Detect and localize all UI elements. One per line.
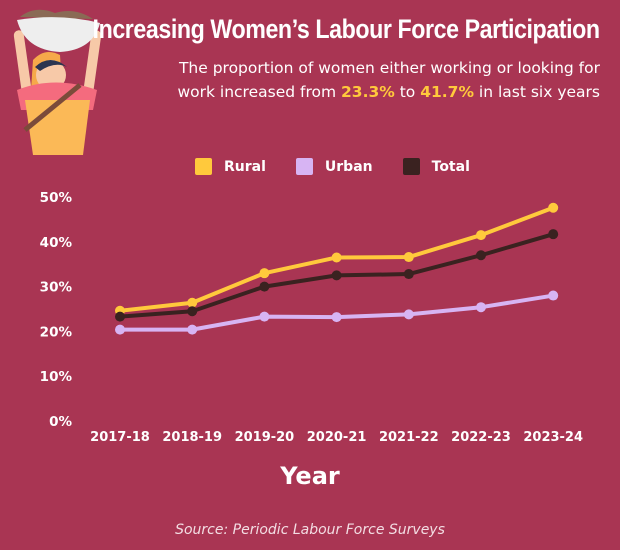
subtitle-text: in last six years: [473, 83, 600, 101]
data-point-total: [331, 270, 342, 281]
data-point-total: [187, 306, 198, 317]
legend-label: Total: [431, 158, 470, 175]
x-tick-label: 2021-22: [379, 430, 439, 445]
legend-item-urban: Urban: [295, 158, 373, 175]
legend-swatch-rural: [195, 158, 212, 175]
y-tick-label: 30%: [40, 280, 73, 296]
data-point-rural: [331, 252, 342, 263]
data-point-total: [115, 311, 125, 322]
data-point-total: [403, 269, 414, 280]
data-point-total: [476, 250, 486, 261]
line-chart: 0% 10% 20% 30% 40% 50% 2017-18 2018-19 2019-20 20…: [40, 190, 583, 445]
legend-item-total: Total: [402, 158, 470, 175]
subtitle-text: to: [394, 83, 421, 101]
data-point-total: [548, 229, 559, 240]
legend-label: Rural: [224, 158, 266, 175]
x-tick-label: 2018-19: [162, 430, 222, 445]
x-tick-label: 2017-18: [90, 430, 150, 445]
y-tick-label: 40%: [40, 235, 73, 251]
subtitle-from-value: 23.3%: [341, 83, 395, 101]
y-tick-label: 20%: [40, 324, 73, 340]
chart-subtitle: The proportion of women either working o…: [140, 56, 600, 104]
y-tick-label: 0%: [49, 414, 72, 430]
x-tick-label: 2020-21: [307, 430, 367, 445]
legend-label: Urban: [324, 158, 373, 175]
x-tick-label: 2022-23: [451, 430, 511, 445]
data-point-rural: [403, 252, 414, 263]
x-tick-label: 2019-20: [235, 430, 295, 445]
subtitle-to-value: 41.7%: [420, 83, 474, 101]
x-axis-title: Year: [280, 462, 340, 490]
data-point-urban: [403, 309, 414, 320]
data-point-total: [259, 281, 270, 292]
legend-swatch-total: [402, 158, 420, 175]
data-point-urban: [115, 324, 125, 335]
legend-swatch-urban: [295, 158, 313, 175]
data-point-urban: [187, 324, 198, 335]
legend-item-rural: Rural: [195, 158, 266, 175]
data-point-urban: [476, 302, 486, 313]
x-tick-label: 2023-24: [523, 430, 583, 445]
data-point-urban: [259, 311, 270, 322]
source-note: Source: Periodic Labour Force Surveys: [175, 522, 445, 538]
data-point-rural: [548, 202, 559, 213]
subtitle-text: The proportion of women either working o…: [177, 59, 600, 101]
data-point-rural: [476, 230, 486, 241]
y-tick-label: 50%: [40, 190, 73, 206]
data-point-urban: [331, 312, 342, 323]
legend: Rural Urban Total: [195, 158, 470, 175]
illustration-woman: [13, 9, 102, 155]
y-tick-label: 10%: [40, 369, 73, 385]
data-point-rural: [187, 297, 198, 308]
chart-title: Increasing Women’s Labour Force Particip…: [92, 14, 601, 44]
data-point-rural: [259, 268, 270, 279]
data-point-urban: [548, 290, 559, 301]
